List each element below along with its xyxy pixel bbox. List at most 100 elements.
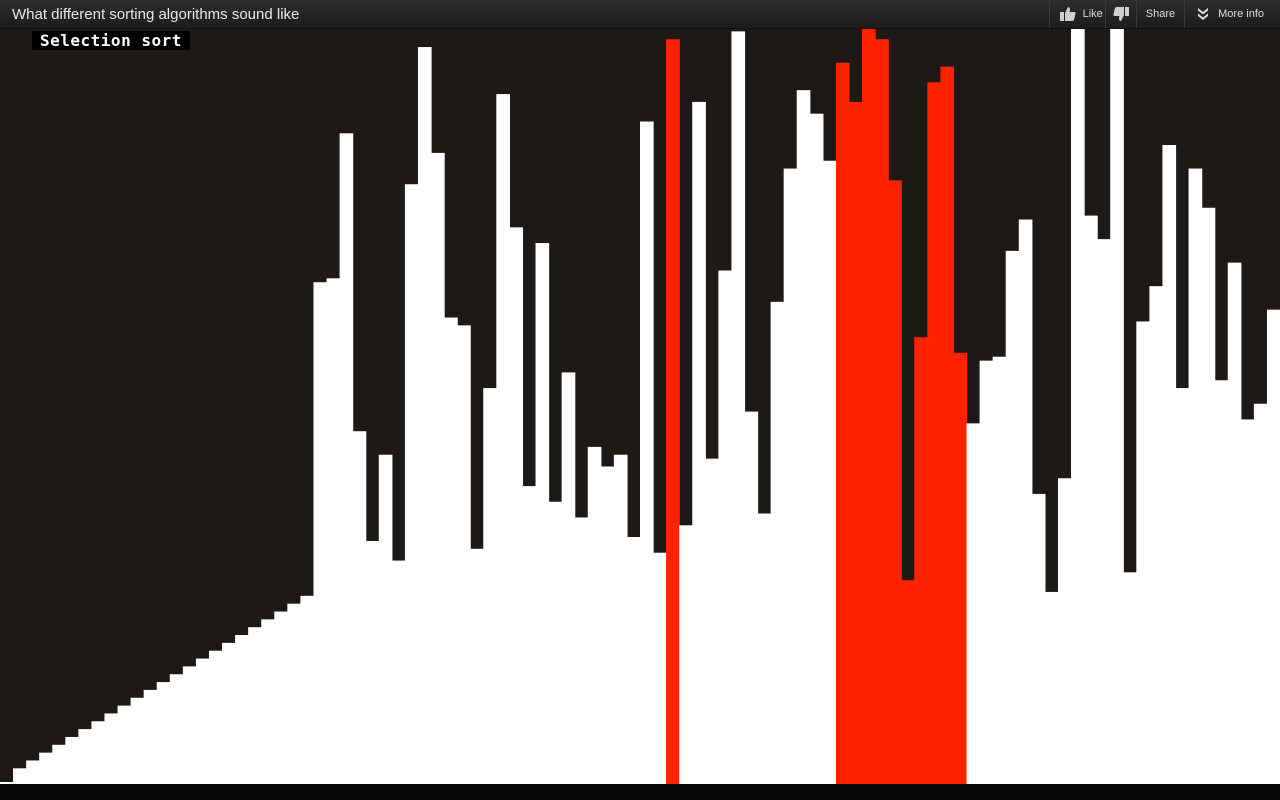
array-bar xyxy=(26,760,40,784)
array-bar xyxy=(313,282,328,784)
array-bar xyxy=(417,47,432,785)
array-bar xyxy=(52,744,66,784)
highlighted-bar xyxy=(835,62,850,785)
highlighted-bar xyxy=(940,66,955,784)
array-bar xyxy=(966,423,981,784)
like-label: Like xyxy=(1082,8,1103,20)
video-title-bar: What different sorting algorithms sound … xyxy=(0,0,1280,29)
array-bar xyxy=(1031,493,1046,784)
array-bar xyxy=(1097,239,1111,784)
double-chevron-down-icon xyxy=(1194,5,1212,23)
array-bar xyxy=(679,525,693,784)
array-bar xyxy=(640,121,654,784)
array-bar xyxy=(1227,262,1242,784)
array-bar xyxy=(535,243,550,785)
array-bar xyxy=(0,782,14,784)
array-bar xyxy=(1005,250,1020,784)
array-bar xyxy=(1214,380,1229,784)
array-bar xyxy=(600,466,615,784)
array-bar xyxy=(208,650,223,784)
array-bar xyxy=(653,552,667,784)
array-bar xyxy=(156,682,171,784)
array-bar xyxy=(1266,309,1280,784)
array-bar xyxy=(91,721,106,784)
video-title[interactable]: What different sorting algorithms sound … xyxy=(12,6,300,23)
like-button[interactable]: Like xyxy=(1048,0,1105,28)
array-bar xyxy=(548,501,563,784)
array-bar xyxy=(822,160,837,785)
array-bar xyxy=(744,411,759,784)
array-bar xyxy=(378,454,393,784)
array-bar xyxy=(300,595,315,784)
dislike-button[interactable] xyxy=(1104,0,1136,28)
array-bar xyxy=(1057,478,1072,784)
highlighted-bar xyxy=(875,39,889,784)
array-bar xyxy=(235,635,249,784)
array-bar xyxy=(1110,15,1124,785)
title-bar-actions: Like Share More info xyxy=(1048,0,1280,28)
array-bar xyxy=(1071,23,1085,784)
array-bar xyxy=(692,101,706,785)
array-bar xyxy=(1136,321,1150,784)
array-bar xyxy=(470,548,484,784)
array-bar xyxy=(1162,145,1177,785)
array-bar xyxy=(1201,207,1216,784)
array-bar xyxy=(574,517,589,784)
array-bar xyxy=(731,31,746,785)
algorithm-label: Selection sort xyxy=(32,31,190,50)
highlighted-bar xyxy=(953,352,968,784)
array-bar xyxy=(522,486,537,784)
array-bar xyxy=(352,431,367,784)
array-bar xyxy=(78,729,93,784)
share-button[interactable]: Share xyxy=(1135,0,1184,28)
array-bar xyxy=(222,642,236,784)
array-bar xyxy=(783,168,798,784)
array-bar xyxy=(770,301,785,784)
array-bar xyxy=(1253,403,1268,784)
array-bar xyxy=(509,227,524,785)
highlighted-bar xyxy=(927,82,942,784)
array-bar xyxy=(39,752,53,784)
array-bar xyxy=(365,540,380,784)
array-bar xyxy=(169,674,184,784)
array-bar xyxy=(1044,591,1059,784)
array-bar xyxy=(274,611,288,784)
array-bar xyxy=(757,513,772,784)
array-bar xyxy=(1240,419,1255,784)
array-bar xyxy=(457,325,471,784)
highlighted-bar xyxy=(862,23,876,784)
highlighted-bar xyxy=(901,580,915,784)
array-bar xyxy=(1149,286,1164,784)
array-bar xyxy=(65,736,79,784)
array-bar xyxy=(1084,215,1098,785)
array-bar xyxy=(182,666,197,784)
array-bar xyxy=(143,689,158,784)
highlighted-bar xyxy=(914,337,928,784)
share-label: Share xyxy=(1145,8,1176,20)
array-bar xyxy=(626,537,641,784)
array-bar xyxy=(979,360,994,784)
array-bar xyxy=(326,278,341,784)
array-bar xyxy=(117,705,132,784)
more-info-button[interactable]: More info xyxy=(1184,0,1280,28)
array-bar xyxy=(496,94,510,784)
highlighted-bar xyxy=(848,101,863,785)
array-bar xyxy=(1188,168,1203,784)
array-bar xyxy=(705,458,719,784)
array-bar xyxy=(13,768,27,784)
array-bar xyxy=(444,317,458,784)
array-bar xyxy=(1018,219,1033,784)
array-bar xyxy=(431,152,445,784)
array-bar xyxy=(992,356,1007,784)
array-bar xyxy=(130,697,145,784)
array-bar xyxy=(796,90,811,784)
thumbs-down-icon xyxy=(1112,5,1130,23)
array-bar xyxy=(718,270,733,785)
array-bar xyxy=(195,658,210,784)
array-bar xyxy=(561,372,576,784)
array-bar xyxy=(104,713,119,784)
highlighted-bar xyxy=(888,180,902,784)
array-bar xyxy=(248,627,262,784)
array-bar xyxy=(261,619,275,784)
